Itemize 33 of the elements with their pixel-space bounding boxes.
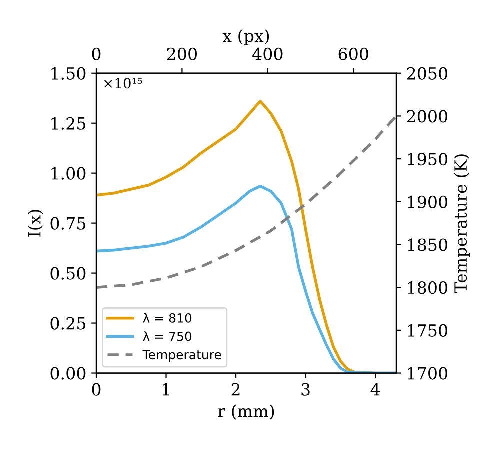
- x2-tick-label: 0: [92, 48, 101, 60]
- x-axis-title: r (mm): [218, 404, 274, 420]
- y-tick-label: 1.00: [52, 167, 86, 180]
- y2-axis-title: Temperature (K): [454, 154, 470, 294]
- y2-tick-label: 1700: [408, 367, 448, 380]
- y2-tick-label: 1900: [408, 196, 448, 208]
- x2-tick-label: 200: [167, 48, 198, 60]
- line-series: [96, 114, 396, 289]
- annotation: ×10¹⁵: [104, 78, 142, 89]
- legend-label: Temperature: [142, 350, 222, 362]
- x2-tick-label: 600: [338, 48, 368, 60]
- x2-tick-label: 400: [252, 48, 283, 60]
- y2-tick-label: 1800: [408, 282, 448, 294]
- x-tick-label: 0: [92, 383, 101, 396]
- y-tick-label: 1.25: [52, 117, 86, 130]
- x-tick-label: 3: [302, 383, 310, 396]
- y2-tick-label: 1750: [408, 324, 448, 337]
- x-tick-label: 1: [163, 383, 170, 396]
- x-tick-label: 4: [370, 383, 380, 396]
- y2-tick-label: 1950: [408, 153, 448, 166]
- y2-tick-label: 2050: [407, 67, 448, 80]
- x2-axis-title: x (px): [222, 29, 270, 46]
- y-axis-title: I(x): [28, 210, 44, 237]
- y-tick-label: 1.50: [52, 67, 86, 80]
- y-tick-label: 0.50: [50, 267, 86, 280]
- y2-tick-label: 2000: [407, 110, 448, 123]
- y-tick-label: 0.75: [50, 217, 86, 230]
- y-tick-label: 0.00: [50, 367, 86, 380]
- x-tick-label: 2: [232, 383, 240, 396]
- legend-label: λ = 750: [143, 332, 192, 342]
- y2-tick-label: 1850: [408, 238, 448, 252]
- y-tick-label: 0.25: [50, 317, 86, 330]
- legend-label: λ = 810: [143, 313, 192, 323]
